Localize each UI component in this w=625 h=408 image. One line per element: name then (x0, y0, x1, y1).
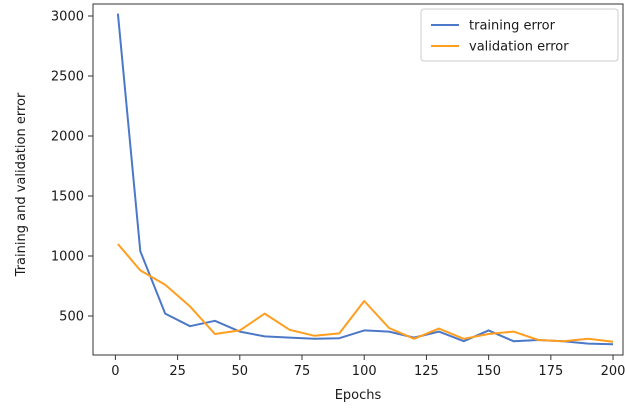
legend-box (420, 8, 619, 62)
x-tick-label: 175 (538, 364, 563, 379)
y-tick-label: 2500 (51, 70, 84, 85)
x-tick-label: 50 (232, 364, 249, 379)
x-tick-label: 125 (414, 364, 439, 379)
legend-label-training-error: training error (469, 19, 556, 34)
y-tick-label: 1000 (51, 250, 84, 265)
x-tick-label: 75 (294, 364, 311, 379)
y-axis-ticks: 500 1000 1500 2000 2500 3000 (51, 10, 93, 325)
x-tick-label: 25 (169, 364, 186, 379)
series-line-training-error (116, 13, 614, 346)
plot-area (92, 3, 624, 356)
x-axis-label: Epochs (335, 388, 382, 403)
y-tick-label: 2000 (51, 130, 84, 145)
y-tick-label: 500 (59, 310, 84, 325)
y-axis-label: Training and validation error (14, 92, 29, 277)
x-tick-label: 200 (601, 364, 625, 379)
x-tick-label: 100 (352, 364, 377, 379)
series-layer (116, 13, 614, 346)
y-tick-label: 1500 (51, 190, 84, 205)
x-tick-label: 150 (476, 364, 501, 379)
legend: training error validation error (420, 8, 619, 62)
y-tick-label: 3000 (51, 10, 84, 25)
legend-label-validation-error: validation error (469, 40, 569, 55)
x-axis-ticks: 0 25 50 75 100 125 150 175 200 (111, 355, 625, 379)
series-line-validation-error (117, 243, 614, 343)
x-tick-label: 0 (111, 364, 119, 379)
